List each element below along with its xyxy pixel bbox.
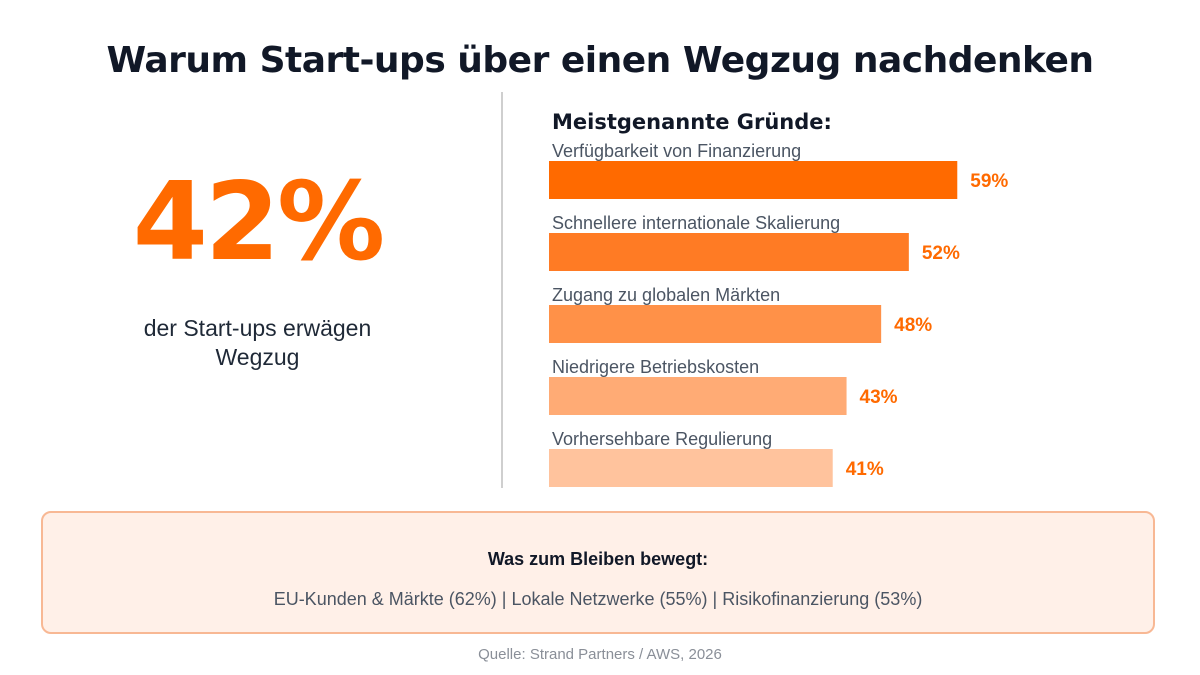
bar <box>549 305 882 343</box>
bar-category-label: Verfügbarkeit von Finanzierung <box>552 141 801 161</box>
headline-stat-value: 42% <box>132 160 386 285</box>
bar <box>549 377 847 415</box>
bar-category-label: Zugang zu globalen Märkten <box>552 285 780 305</box>
bar <box>549 161 958 199</box>
headline-stat-caption: der Start-ups erwägen Wegzug <box>143 315 372 370</box>
bar-category-label: Schnellere internationale Skalierung <box>552 213 840 233</box>
stay-reasons-text: EU-Kunden & Märkte (62%) | Lokale Netzwe… <box>273 589 923 609</box>
source-note: Quelle: Strand Partners / AWS, 2026 <box>478 646 722 663</box>
stay-reasons-box: Was zum Bleiben bewegt: EU-Kunden & Märk… <box>41 511 1155 634</box>
bar-value-label: 59% <box>970 171 1008 192</box>
bar-category-label: Vorhersehbare Regulierung <box>552 429 772 449</box>
divider <box>501 92 503 488</box>
bar-value-label: 41% <box>846 459 884 480</box>
bar <box>549 233 909 271</box>
stay-reasons-title: Was zum Bleiben bewegt: <box>487 549 709 569</box>
chart-title: Meistgenannte Gründe: <box>552 110 832 134</box>
bar-value-label: 43% <box>860 387 898 408</box>
page-title: Warum Start-ups über einen Wegzug nachde… <box>106 40 1094 81</box>
bar <box>549 449 833 487</box>
bar-category-label: Niedrigere Betriebskosten <box>552 357 759 377</box>
bar-value-label: 52% <box>922 243 960 264</box>
bar-value-label: 48% <box>894 315 932 336</box>
